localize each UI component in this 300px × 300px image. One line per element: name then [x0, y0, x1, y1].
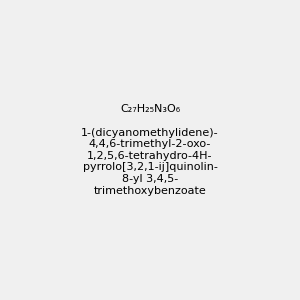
Text: C₂₇H₂₅N₃O₆

1-(dicyanomethylidene)-
4,4,6-trimethyl-2-oxo-
1,2,5,6-tetrahydro-4H: C₂₇H₂₅N₃O₆ 1-(dicyanomethylidene)- 4,4,6… — [81, 104, 219, 196]
